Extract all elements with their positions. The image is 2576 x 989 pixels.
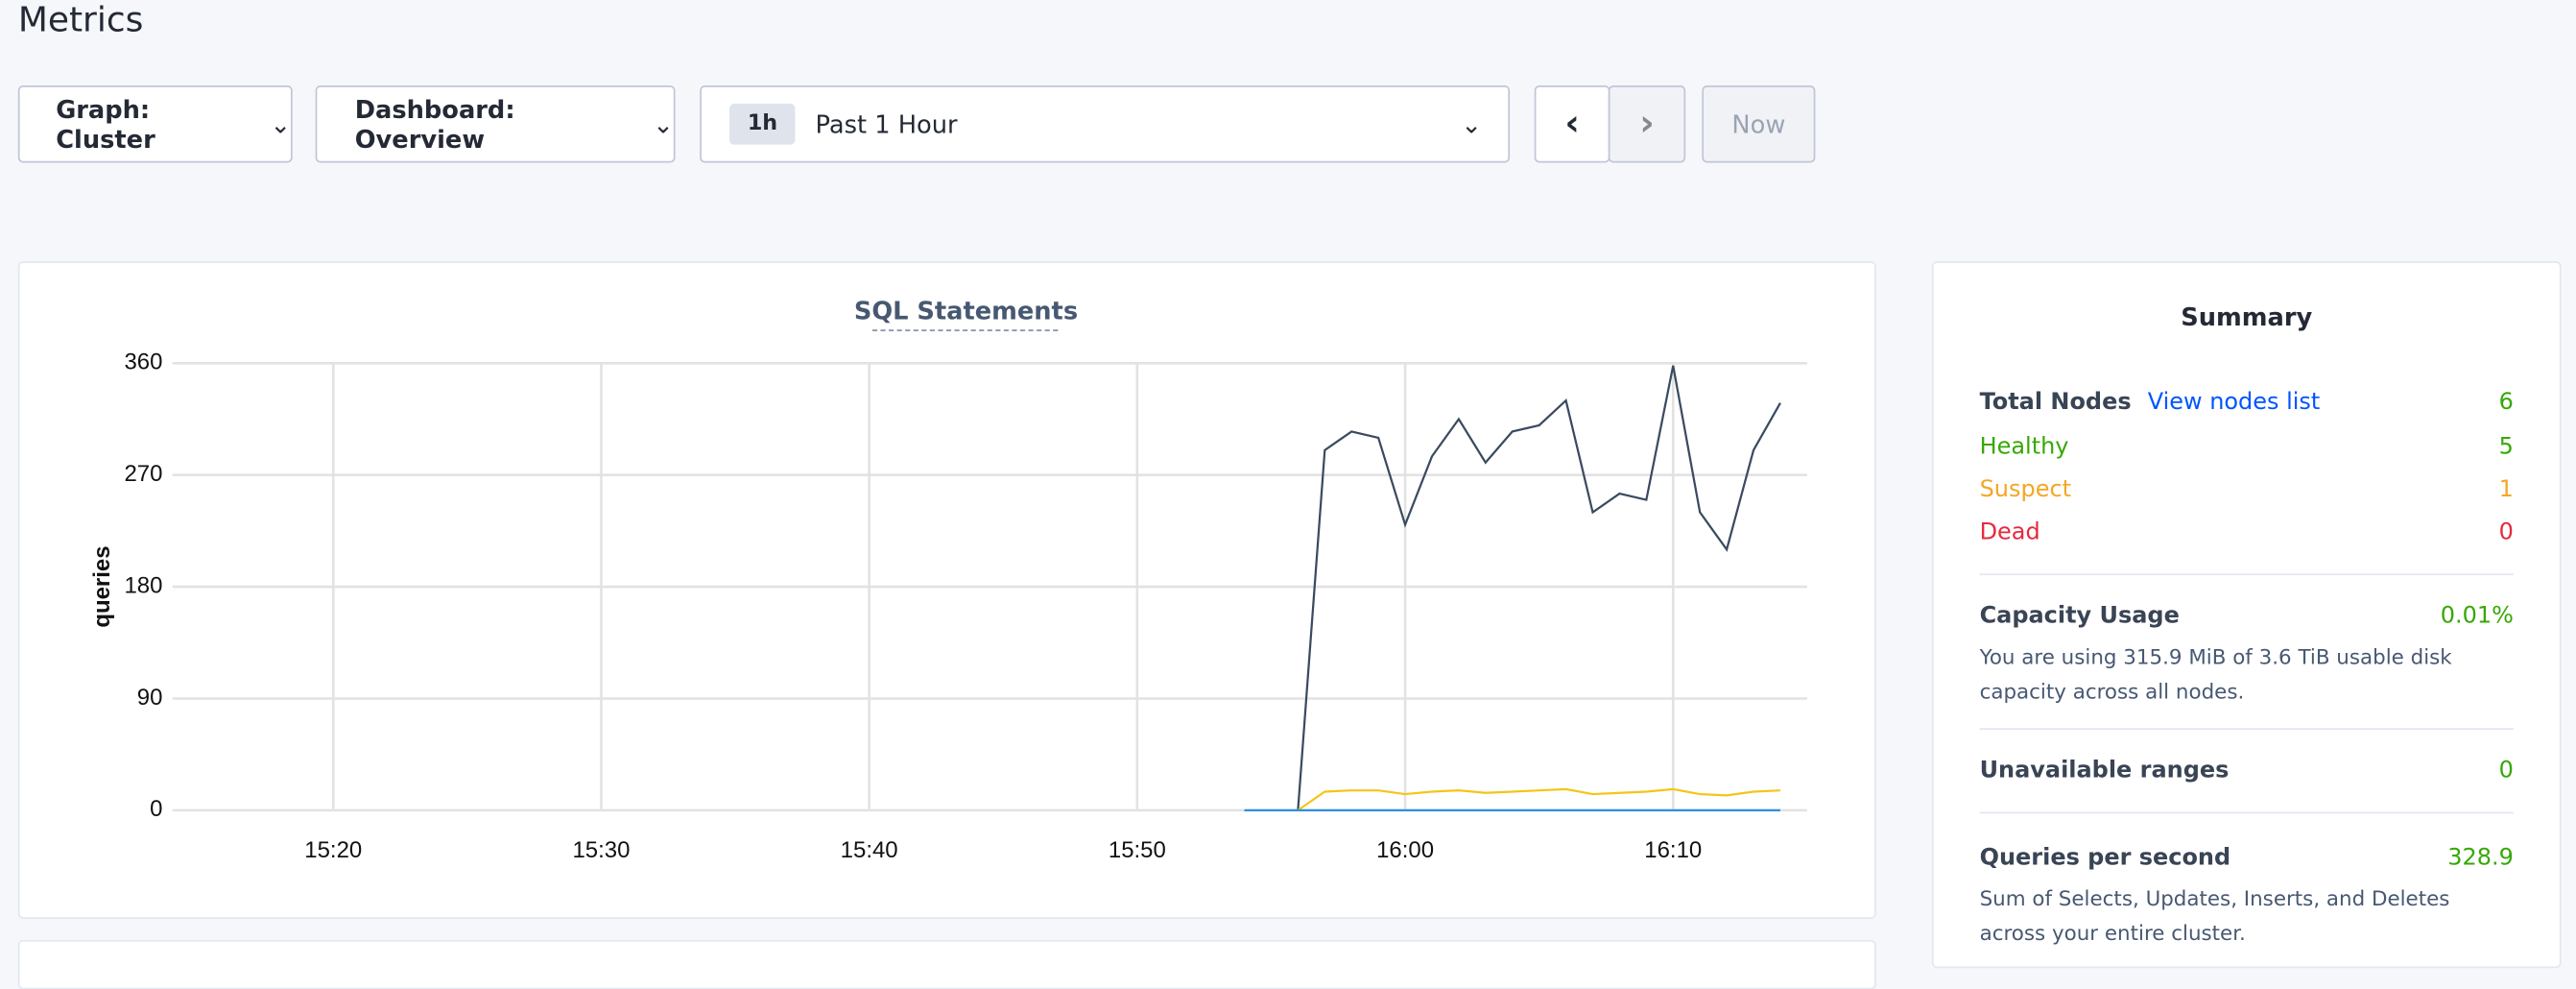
total-nodes: 6 — [2498, 389, 2514, 417]
page: Metrics Graph: Cluster ⌄ Dashboard: Overv… — [17, 0, 2562, 989]
x-tick-label: 15:40 — [841, 837, 898, 863]
x-tick-label: 15:50 — [1109, 837, 1166, 863]
y-tick-label: 270 — [124, 461, 162, 487]
now-button[interactable]: Now — [1702, 85, 1816, 163]
graph-label: Graph: Cluster — [56, 94, 155, 155]
suspect: 1 — [2498, 476, 2514, 503]
y-tick-label: 180 — [124, 572, 162, 598]
summary-card: Summary Total Nodes View nodes list 6 Heal… — [1931, 261, 2562, 969]
capacity-text: You are using 315.9 MiB of 3.6 TiB usabl… — [1979, 643, 2452, 704]
unavailable-label: Unavailable ranges — [1979, 758, 2230, 784]
range-badge: 1h — [728, 103, 796, 145]
chart: SQL Statements queries 0 90 180 270 360 15:20… — [89, 298, 1807, 863]
total-nodes-label: Total Nodes — [1979, 389, 2132, 417]
qps-text: Sum of Selects, Updates, Inserts, and De… — [1979, 885, 2450, 946]
unavailable: 0 — [2498, 758, 2514, 784]
y-tick-label: 360 — [124, 350, 162, 375]
capacity: 0.01% — [2440, 603, 2514, 630]
dashboard-label: Dashboard: Overview — [354, 94, 515, 155]
dead: 0 — [2498, 519, 2514, 546]
next-card — [17, 940, 1876, 989]
x-tick-label: 15:20 — [304, 837, 362, 863]
y-axis-label: queries — [89, 545, 115, 627]
chart-card: SQL Statements queries 0 90 180 270 360 15:20… — [17, 261, 1876, 919]
chart-title: SQL Statements — [854, 298, 1078, 326]
next-button[interactable]: › — [1608, 85, 1686, 163]
x-tick-label: 16:00 — [1376, 837, 1434, 863]
healthy: 5 — [2498, 433, 2514, 461]
view-nodes-link[interactable]: View nodes list — [2147, 389, 2321, 417]
y-tick-label: 0 — [150, 796, 162, 822]
page-title: Metrics — [17, 0, 144, 40]
qps-label: Queries per second — [1979, 844, 2231, 872]
summary-title: Summary — [2181, 302, 2313, 332]
series-line — [1297, 365, 1781, 810]
x-tick-label: 15:30 — [572, 837, 630, 863]
graph-select[interactable]: Graph: Cluster ⌄ — [17, 85, 293, 163]
dashboard-select[interactable]: Dashboard: Overview ⌄ — [315, 85, 676, 163]
y-tick-label: 90 — [137, 685, 163, 711]
range-label: Past 1 Hour — [815, 109, 958, 139]
capacity-label: Capacity Usage — [1979, 603, 2180, 630]
range-select[interactable]: 1h Past 1 Hour ⌄ — [700, 85, 1511, 163]
dead-label: Dead — [1979, 519, 2040, 546]
x-tick-label: 16:10 — [1644, 837, 1702, 863]
healthy-label: Healthy — [1979, 433, 2069, 461]
series-line — [1297, 787, 1781, 811]
prev-button[interactable]: ‹ — [1534, 85, 1610, 163]
app: Metrics Graph: Cluster ⌄ Dashboard: Overv… — [17, 0, 2562, 989]
qps: 328.9 — [2447, 844, 2514, 872]
suspect-label: Suspect — [1979, 476, 2072, 503]
